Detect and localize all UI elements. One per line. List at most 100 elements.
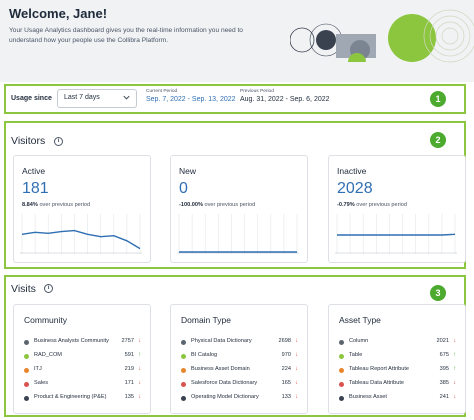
visits-section: Visits i 3 Community Business Analysts C… (4, 275, 466, 417)
arrow-up-icon: ↑ (138, 352, 141, 358)
arrow-down-icon: ↓ (295, 352, 298, 358)
legend-dot (24, 354, 29, 359)
list-item-label: Tableau Data Attribute (349, 380, 405, 386)
arrow-down-icon: ↓ (138, 380, 141, 386)
legend-dot (339, 396, 344, 401)
card-title: New (179, 166, 197, 176)
list-item[interactable]: Sales 171 ↓ (24, 380, 146, 390)
arrow-down-icon: ↓ (453, 338, 456, 344)
current-period: Current Period Sep. 7, 2022 - Sep. 13, 2… (146, 89, 236, 103)
previous-period-value: Aug. 31, 2022 - Sep. 6, 2022 (240, 96, 330, 103)
list-item-label: RAD_COM (34, 352, 62, 358)
community-list-card: Community Business Analysts Community 275… (13, 304, 151, 414)
new-trend-sparkline (177, 214, 299, 254)
card-title: Active (22, 166, 46, 176)
change-suffix: over previous period (39, 202, 91, 208)
list-item[interactable]: Business Asset 241 ↓ (339, 394, 461, 404)
welcome-header: Welcome, Jane! Your Usage Analytics dash… (0, 0, 474, 82)
period-select[interactable]: Last 7 days (57, 89, 137, 108)
usage-section: Usage since Last 7 days Current Period S… (4, 84, 466, 114)
legend-dot (339, 382, 344, 387)
card-value: 181 (22, 180, 49, 197)
intro-text: Your Usage Analytics dashboard gives you… (9, 27, 243, 44)
list-item[interactable]: RAD_COM 591 ↑ (24, 352, 146, 362)
arrow-up-icon: ↑ (453, 352, 456, 358)
inactive-trend-sparkline (335, 214, 457, 254)
list-item[interactable]: BI Catalog 970 ↓ (181, 352, 303, 362)
list-item[interactable]: ITJ 219 ↓ (24, 366, 146, 376)
list-item[interactable]: Column 2021 ↓ (339, 338, 461, 348)
list-item[interactable]: Product & Engineering (P&E) 135 ↓ (24, 394, 146, 404)
page-title: Welcome, Jane! (9, 6, 108, 21)
list-item[interactable]: Tableau Report Attribute 395 ↑ (339, 366, 461, 376)
arrow-down-icon: ↓ (295, 338, 298, 344)
list-item-label: Sales (34, 380, 48, 386)
legend-dot (24, 340, 29, 345)
chevron-down-icon (123, 95, 130, 100)
list-item-count: 241 (439, 394, 449, 400)
list-item[interactable]: Physical Data Dictionary 2698 ↓ (181, 338, 303, 348)
legend-dot (181, 340, 186, 345)
change-suffix: over previous period (356, 202, 407, 208)
arrow-up-icon: ↑ (453, 366, 456, 372)
list-item-label: BI Catalog (191, 352, 218, 358)
trend-line (21, 229, 141, 250)
list-item[interactable]: Business Analysts Community 2757 ↓ (24, 338, 146, 348)
list-item-label: Salesforce Data Dictionary (191, 380, 258, 386)
list-item-label: Product & Engineering (P&E) (34, 394, 107, 400)
list-item-count: 2021 (436, 338, 449, 344)
list-item-count: 395 (439, 366, 449, 372)
previous-period: Previous Period Aug. 31, 2022 - Sep. 6, … (240, 89, 330, 103)
list-title: Domain Type (181, 315, 231, 325)
list-item[interactable]: Tableau Data Attribute 385 ↓ (339, 380, 461, 390)
arrow-down-icon: ↓ (453, 394, 456, 400)
list-item[interactable]: Operating Model Dictionary 133 ↓ (181, 394, 303, 404)
list-item-label: Column (349, 338, 369, 344)
legend-dot (181, 368, 186, 373)
card-value: 0 (179, 180, 188, 197)
list-item[interactable]: Table 675 ↑ (339, 352, 461, 362)
list-item-label: Business Asset Domain (191, 366, 250, 372)
list-item-label: Table (349, 352, 363, 358)
list-item-count: 224 (281, 366, 291, 372)
legend-dot (24, 382, 29, 387)
list-title: Asset Type (339, 315, 381, 325)
section-number-badge: 2 (430, 132, 446, 148)
list-item-label: Operating Model Dictionary (191, 394, 259, 400)
list-item-count: 2757 (121, 338, 134, 344)
usage-since-label: Usage since (11, 95, 52, 102)
legend-dot (339, 340, 344, 345)
list-item[interactable]: Salesforce Data Dictionary 165 ↓ (181, 380, 303, 390)
card-change: -100.00% over previous period (179, 202, 255, 208)
decorative-circles-illustration (290, 9, 474, 63)
legend-dot (339, 368, 344, 373)
list-item-label: Business Analysts Community (34, 338, 109, 344)
list-item-count: 219 (124, 366, 134, 372)
domain-type-list-card: Domain Type Physical Data Dictionary 2698… (170, 304, 308, 414)
inactive-visitors-card: Inactive 2028 -0.79% over previous perio… (328, 155, 466, 263)
legend-dot (339, 354, 344, 359)
list-item[interactable]: Business Asset Domain 224 ↓ (181, 366, 303, 376)
arrow-down-icon: ↓ (453, 380, 456, 386)
info-icon[interactable]: i (54, 137, 63, 146)
list-item-count: 970 (281, 352, 291, 358)
arrow-down-icon: ↓ (138, 338, 141, 344)
current-period-caption: Current Period (146, 89, 178, 94)
card-change: 8.84% over previous period (22, 202, 90, 208)
trend-line (337, 233, 456, 236)
list-item-count: 165 (281, 380, 291, 386)
list-item-count: 2698 (278, 338, 291, 344)
active-trend-sparkline (20, 214, 142, 254)
change-percent: 8.84% (22, 202, 38, 208)
previous-period-caption: Previous Period (240, 89, 274, 94)
card-change: -0.79% over previous period (337, 202, 407, 208)
change-percent: -0.79% (337, 202, 355, 208)
list-item-label: Physical Data Dictionary (191, 338, 252, 344)
list-item-label: ITJ (34, 366, 42, 372)
info-icon[interactable]: i (44, 284, 53, 293)
list-title: Community (24, 315, 67, 325)
list-item-count: 171 (124, 380, 134, 386)
section-number-badge: 1 (430, 91, 446, 107)
section-number-badge: 3 (430, 285, 446, 301)
legend-dot (181, 354, 186, 359)
